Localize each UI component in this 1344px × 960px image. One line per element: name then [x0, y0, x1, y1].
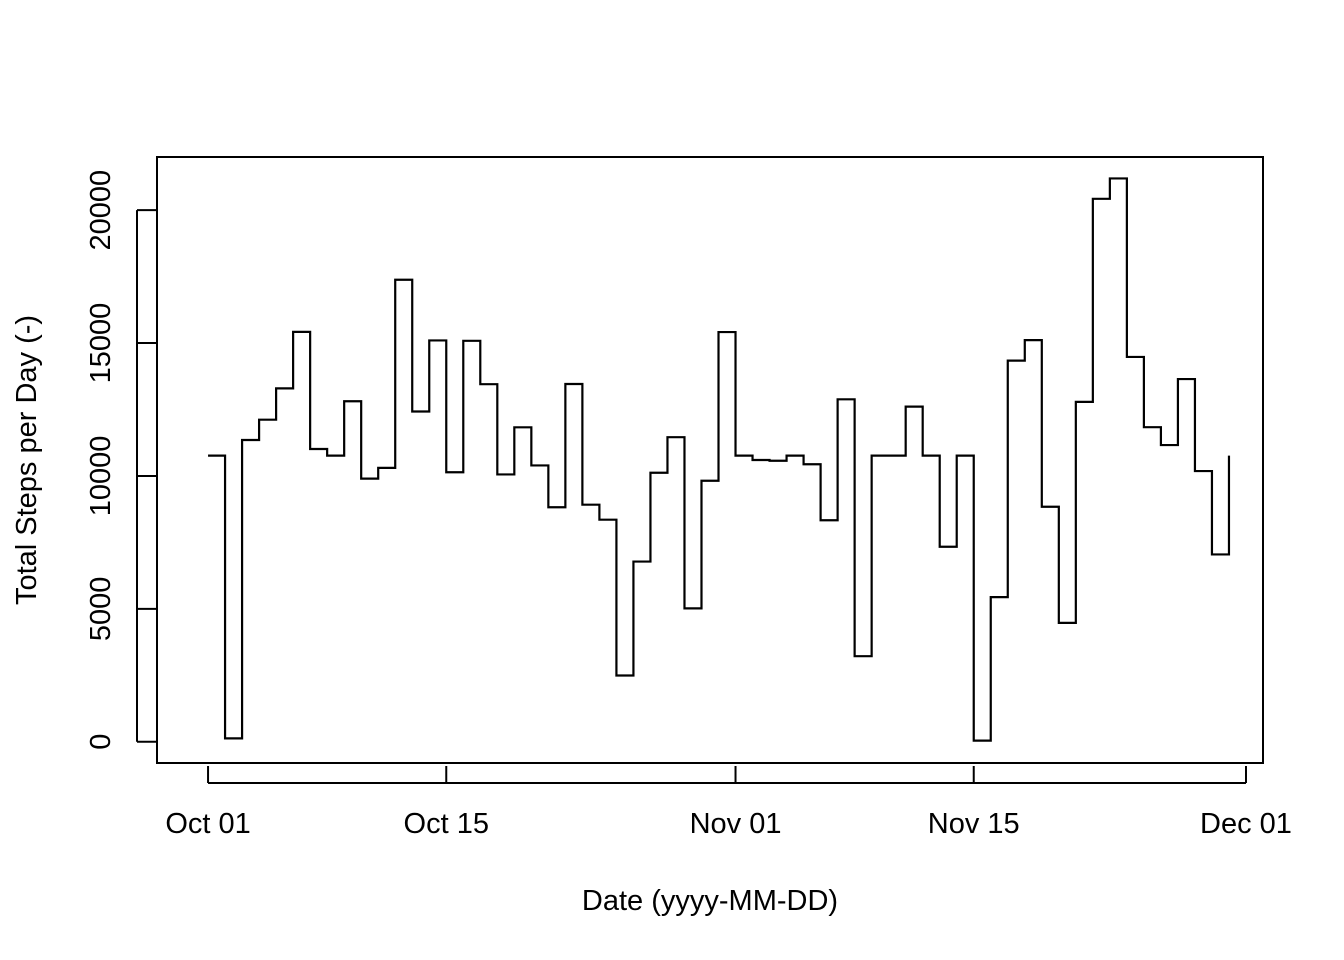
plot-frame [157, 157, 1263, 763]
x-tick-label: Nov 01 [690, 808, 782, 840]
x-tick-label: Dec 01 [1200, 808, 1292, 840]
y-tick-label: 20000 [85, 170, 117, 251]
x-axis-title: Date (yyyy-MM-DD) [582, 885, 838, 917]
y-tick-label: 15000 [85, 303, 117, 384]
x-tick-label: Nov 15 [928, 808, 1020, 840]
y-tick-label: 5000 [85, 577, 117, 642]
steps-series-line [208, 178, 1229, 740]
x-tick-label: Oct 15 [404, 808, 489, 840]
x-axis: Oct 01 Oct 15 Nov 01 Nov 15 Dec 01 [165, 766, 1292, 840]
x-tick-label: Oct 01 [165, 808, 250, 840]
y-tick-label: 10000 [85, 436, 117, 517]
y-tick-label: 0 [85, 734, 117, 750]
y-axis: 0 5000 10000 15000 20000 [85, 170, 157, 750]
y-axis-title: Total Steps per Day (-) [11, 315, 43, 605]
